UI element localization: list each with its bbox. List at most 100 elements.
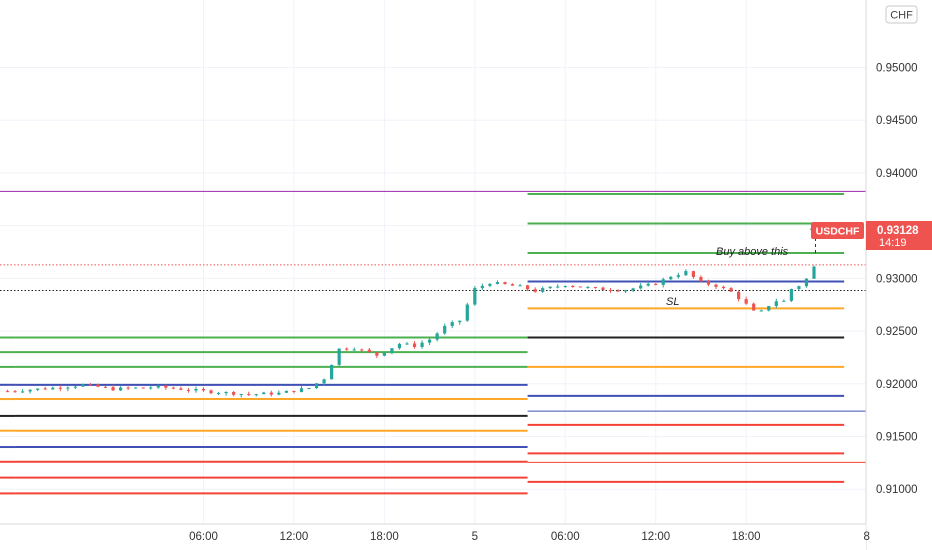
candle-body bbox=[684, 271, 688, 276]
candle-body bbox=[88, 384, 93, 386]
time-axis-background[interactable] bbox=[0, 524, 866, 550]
time-tick-label: 18:00 bbox=[370, 531, 399, 543]
candle-body bbox=[593, 287, 598, 289]
candle-body bbox=[714, 284, 718, 287]
candle-body bbox=[503, 282, 507, 285]
candle-body bbox=[382, 352, 386, 356]
candle-body bbox=[390, 348, 394, 353]
candle-body bbox=[397, 343, 402, 349]
candle-body bbox=[533, 289, 537, 292]
symbol-tag-box bbox=[811, 222, 864, 239]
candle-body bbox=[518, 285, 522, 287]
candle-body bbox=[299, 388, 304, 392]
time-tick-label: 06:00 bbox=[189, 531, 218, 543]
candle-body bbox=[367, 349, 371, 353]
candle-body bbox=[608, 290, 613, 292]
candle-body bbox=[412, 343, 417, 348]
candle-body bbox=[330, 364, 334, 380]
candle-body bbox=[156, 385, 160, 388]
countdown-text: 14:19 bbox=[879, 237, 907, 249]
price-axis-background[interactable] bbox=[866, 0, 932, 550]
candle-body bbox=[28, 389, 32, 392]
time-tick-label: 18:00 bbox=[732, 531, 761, 543]
candle-body bbox=[804, 278, 809, 287]
candle-body bbox=[314, 383, 319, 389]
price-tick-label: 0.92500 bbox=[876, 326, 918, 338]
candle-body bbox=[13, 391, 17, 393]
candle-body bbox=[556, 286, 560, 288]
time-axis-ticks: 06:00 12:00 18:00 5 06:00 12:00 18:00 8 bbox=[189, 531, 870, 543]
current-price-tag[interactable]: 0.93128 14:19 bbox=[866, 221, 932, 250]
candle-body bbox=[149, 387, 153, 389]
candle-body bbox=[669, 276, 673, 280]
candle-body bbox=[51, 387, 55, 390]
currency-badge-box bbox=[885, 5, 918, 24]
price-tick-label: 0.92000 bbox=[876, 379, 918, 391]
candle-body bbox=[21, 391, 25, 393]
candle-body bbox=[654, 283, 658, 285]
candle-body bbox=[43, 388, 47, 390]
candle-body bbox=[767, 306, 771, 311]
candle-body bbox=[473, 288, 477, 305]
current-price-text: 0.93128 bbox=[877, 225, 919, 237]
candle-body bbox=[36, 388, 40, 390]
grid bbox=[0, 0, 868, 524]
candle-body bbox=[292, 390, 296, 392]
candle-body bbox=[164, 385, 168, 388]
candle-body bbox=[5, 391, 10, 393]
price-tick-label: 0.94000 bbox=[876, 168, 918, 180]
candle-body bbox=[744, 299, 748, 304]
price-tick-label: 0.91500 bbox=[876, 431, 918, 443]
candle-body bbox=[405, 343, 409, 345]
sl-label: SL bbox=[666, 296, 679, 308]
candle-body bbox=[548, 286, 552, 289]
candle-body bbox=[774, 301, 778, 307]
candle-body bbox=[179, 388, 183, 390]
candle-body bbox=[691, 271, 696, 278]
symbol-price-tag[interactable]: USDCHF bbox=[811, 222, 864, 239]
candle-body bbox=[262, 392, 266, 395]
candle-body bbox=[352, 349, 356, 351]
candle-body bbox=[571, 285, 575, 287]
candle-body bbox=[458, 320, 462, 323]
annotations: Buy above this SL bbox=[666, 246, 789, 308]
candle-body bbox=[782, 300, 786, 302]
pivot-levels bbox=[0, 192, 845, 495]
candle-body bbox=[541, 288, 545, 292]
candle-body bbox=[254, 394, 258, 396]
price-tick-label: 0.91000 bbox=[876, 484, 918, 496]
candle-body bbox=[247, 393, 251, 395]
candle-body bbox=[729, 288, 733, 292]
candle-body bbox=[789, 289, 793, 301]
candle-body bbox=[345, 348, 349, 350]
candle-body bbox=[216, 393, 221, 395]
candle-body bbox=[322, 379, 326, 384]
candle-body bbox=[623, 290, 628, 292]
candle-body bbox=[752, 303, 756, 311]
horizontal-lines bbox=[0, 190, 866, 463]
price-tick-label: 0.93000 bbox=[876, 273, 918, 285]
candle-body bbox=[563, 285, 567, 287]
time-tick-label: 12:00 bbox=[641, 531, 670, 543]
candle-body bbox=[224, 391, 228, 394]
candle-body bbox=[443, 325, 447, 334]
candle-body bbox=[269, 392, 273, 395]
currency-badge[interactable]: CHF bbox=[885, 5, 918, 24]
candle-body bbox=[118, 387, 123, 391]
time-tick-label: 12:00 bbox=[280, 531, 309, 543]
candle-body bbox=[646, 283, 650, 286]
candle-body bbox=[194, 388, 198, 391]
candle-body bbox=[737, 291, 741, 300]
candle-body bbox=[699, 277, 703, 282]
candle-body bbox=[232, 391, 236, 395]
time-tick-label: 8 bbox=[864, 531, 870, 543]
candle-body bbox=[495, 282, 500, 284]
candles bbox=[5, 265, 816, 398]
candle-body bbox=[111, 387, 115, 391]
candle-body bbox=[510, 284, 515, 286]
time-tick-label: 5 bbox=[472, 531, 478, 543]
candle-body bbox=[586, 287, 590, 289]
candle-body bbox=[631, 288, 635, 291]
